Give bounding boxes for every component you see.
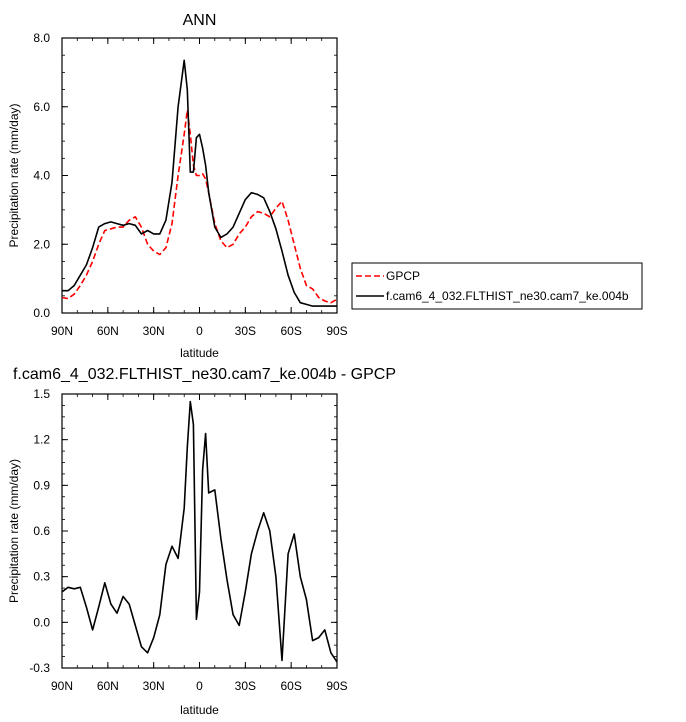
chart-panel-2: f.cam6_4_032.FLTHIST_ne30.cam7_ke.004b -… (7, 366, 396, 717)
series-line-gpcp (61, 109, 338, 304)
x-tick-label: 30N (143, 679, 165, 693)
x-tick-label: 30S (235, 324, 256, 338)
x-tick-label: 60S (280, 324, 301, 338)
y-tick-label: 6.0 (33, 100, 50, 114)
x-tick-label: 60N (97, 679, 119, 693)
series-line-f-cam6-4-032-flthist-ne30-cam7-ke-004b (62, 59, 337, 307)
y-tick-label: 0.6 (33, 524, 50, 538)
series-line-difference (61, 400, 338, 663)
y-tick-label: 2.0 (33, 237, 50, 251)
x-tick-label: 30N (143, 324, 165, 338)
y-tick-label: 0.0 (33, 306, 50, 320)
legend-label: GPCP (386, 269, 420, 283)
chart-title: ANN (183, 12, 217, 29)
plot-frame (61, 393, 338, 669)
x-tick-label: 30S (235, 679, 256, 693)
y-tick-label: 1.2 (33, 433, 50, 447)
y-tick-label: -0.3 (29, 661, 50, 675)
y-tick-label: 0.9 (33, 478, 50, 492)
x-tick-label: 90S (326, 679, 347, 693)
y-tick-label: 1.5 (33, 387, 50, 401)
x-tick-label: 90N (51, 679, 73, 693)
y-tick-label: 8.0 (33, 31, 50, 45)
x-axis-label: latitude (180, 703, 219, 717)
x-tick-label: 90N (51, 324, 73, 338)
legend-box (351, 262, 643, 310)
y-tick-label: 4.0 (33, 169, 50, 183)
x-tick-label: 0 (196, 679, 203, 693)
chart-panel-1: ANN 0.0 2.0 4.0 6.0 8.0 90N 60N 30N 0 30S 60S 90S lat… (7, 12, 643, 360)
y-axis-label: Precipitation rate (mm/day) (7, 459, 21, 603)
y-axis-label: Precipitation rate (mm/day) (7, 103, 21, 247)
y-tick-label: 0.3 (33, 570, 50, 584)
x-tick-label: 90S (326, 324, 347, 338)
x-tick-label: 0 (196, 324, 203, 338)
x-axis-label: latitude (180, 346, 219, 360)
chart-title: f.cam6_4_032.FLTHIST_ne30.cam7_ke.004b -… (13, 366, 396, 383)
y-tick-label: 0.0 (33, 615, 50, 629)
legend-label: f.cam6_4_032.FLTHIST_ne30.cam7_ke.004b (386, 289, 629, 303)
x-tick-label: 60S (280, 679, 301, 693)
x-tick-label: 60N (97, 324, 119, 338)
